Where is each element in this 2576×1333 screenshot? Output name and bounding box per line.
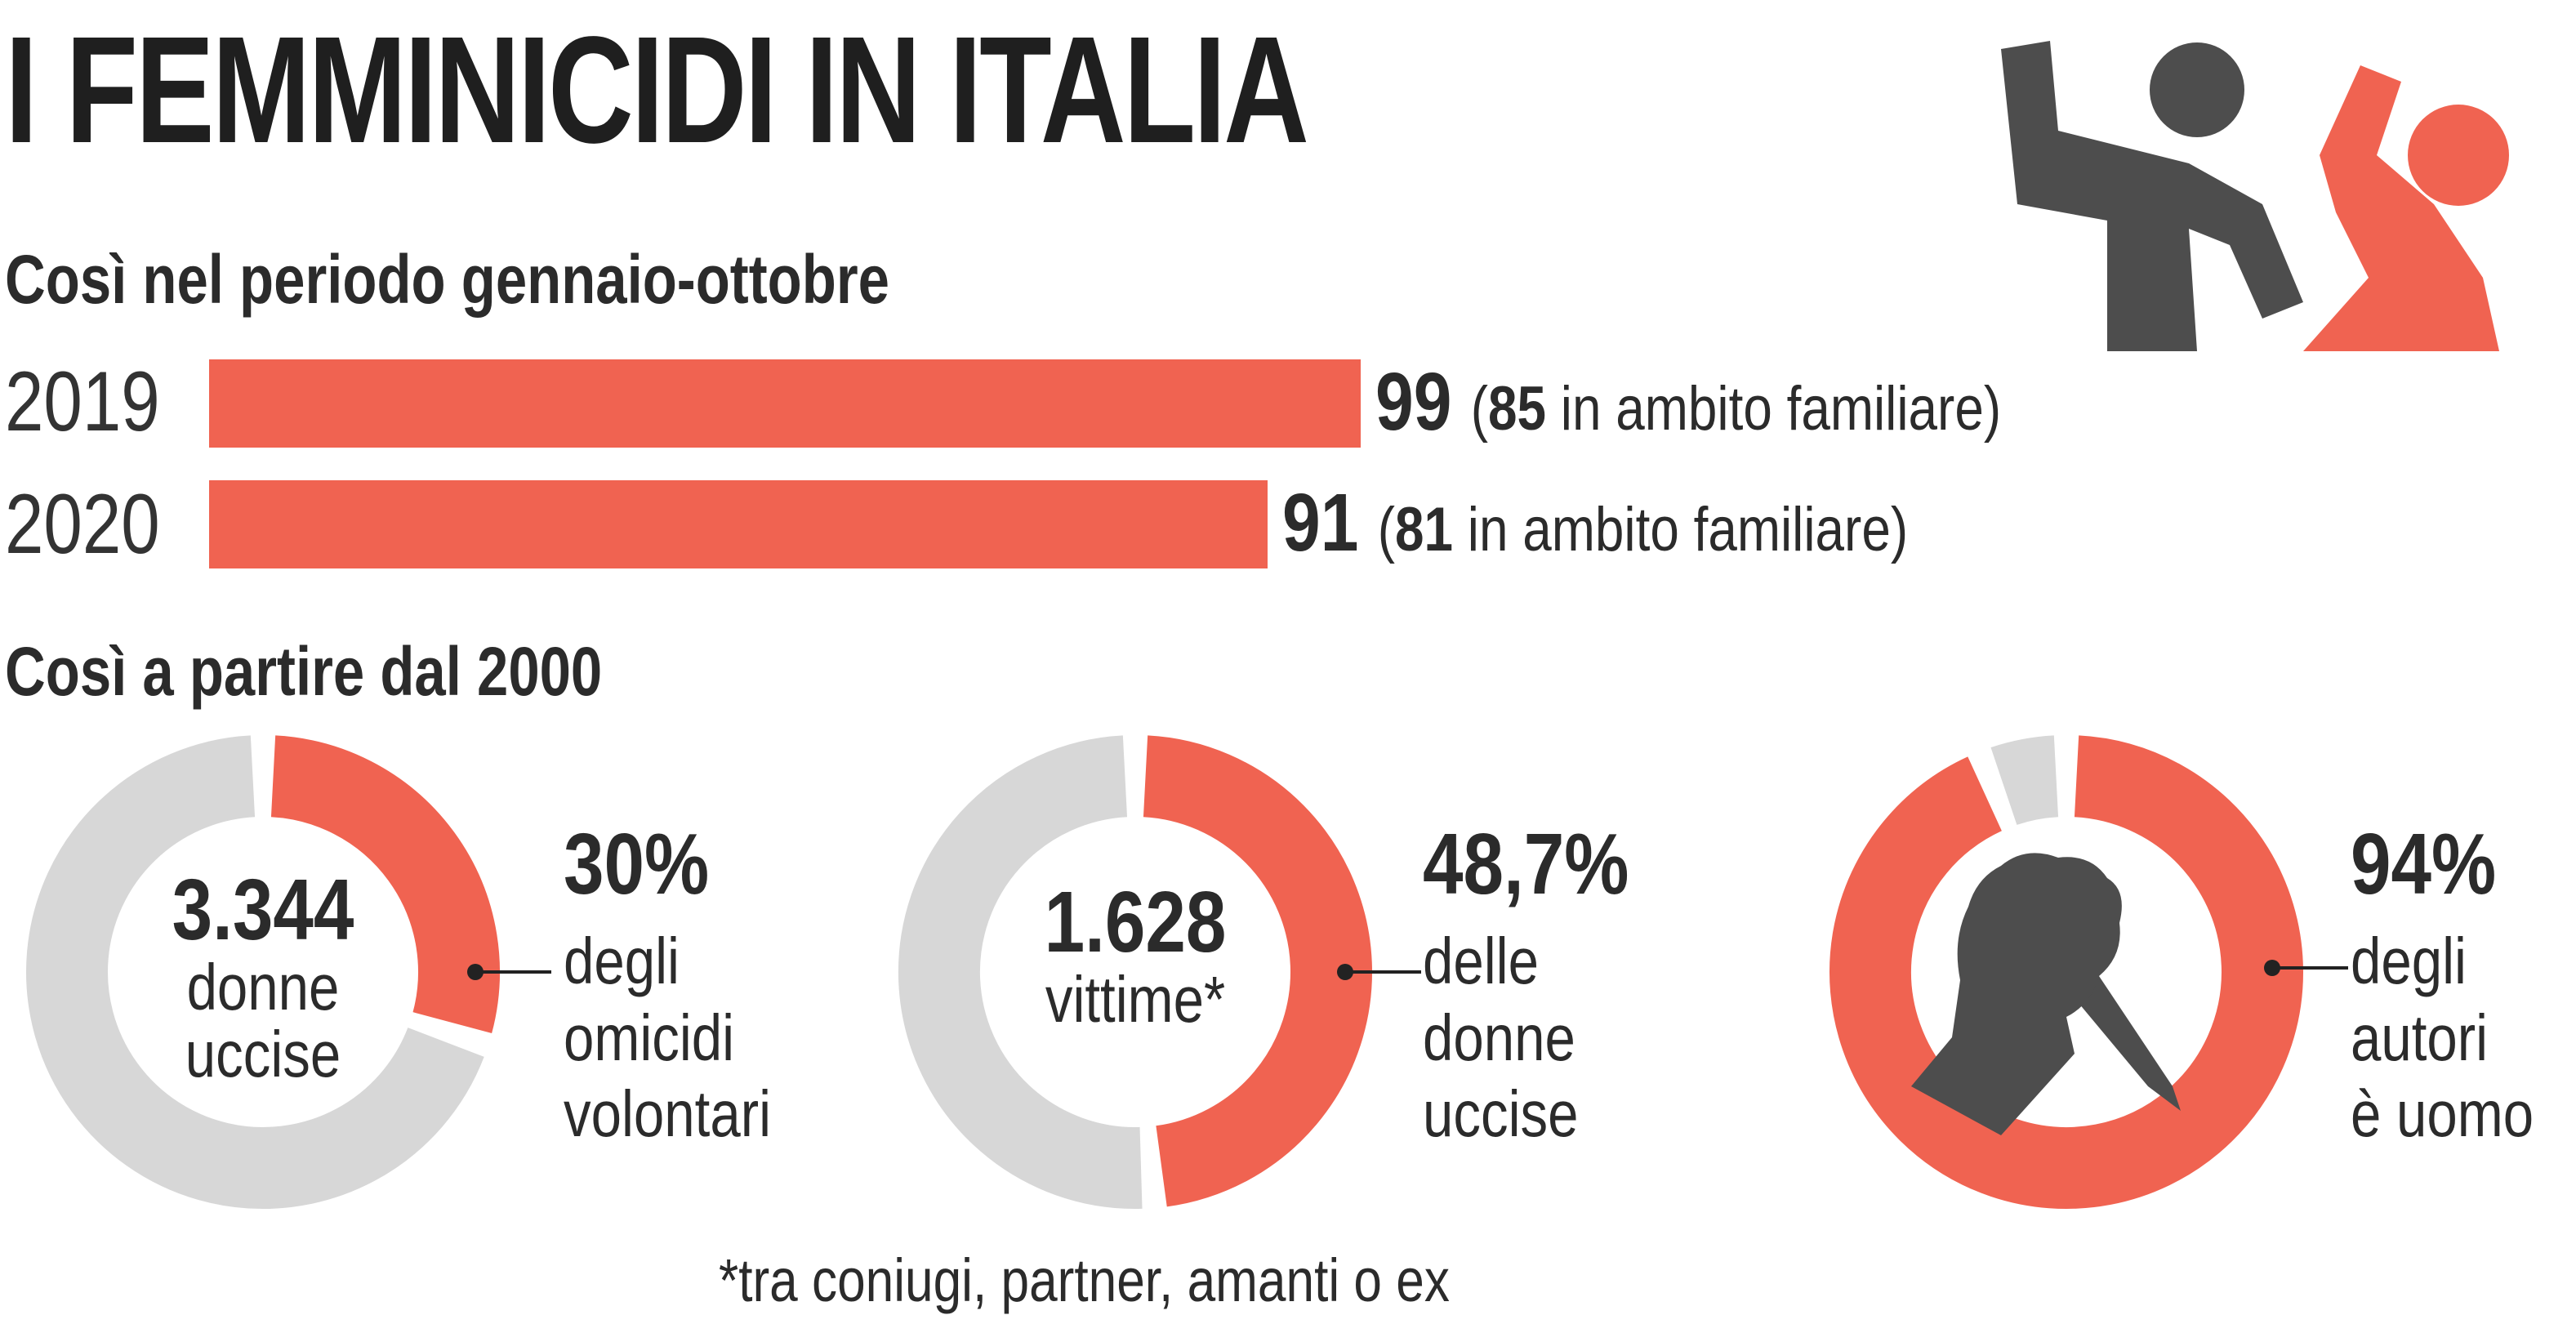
bar-detail-number: 85 — [1488, 374, 1547, 444]
section-subtitle: Così a partire dal 2000 — [5, 633, 603, 710]
donut-center: 1.628 vittime* — [1032, 878, 1238, 1033]
donut-slice-rest — [898, 735, 1143, 1209]
bar-value: 91 — [1282, 477, 1359, 568]
donut-chart-2 — [898, 735, 1372, 1209]
footnote: *tra coniugi, partner, amanti o ex — [719, 1246, 1450, 1314]
donut-description: delle donne uccise — [1423, 925, 1579, 1151]
donut-center-value: 1.628 — [1044, 874, 1227, 970]
leader-line — [2264, 960, 2348, 976]
bar-detail-number: 81 — [1395, 495, 1454, 564]
bar-detail-text: in ambito familiare) — [1546, 374, 2002, 444]
donut-slice-value — [1829, 735, 2303, 1209]
aggression-icon — [2001, 41, 2509, 351]
donut-slice-rest — [1990, 735, 2060, 826]
knife-hand-icon — [1911, 853, 2181, 1135]
donut-center-label: donne — [186, 951, 340, 1024]
donut-center-value: 3.344 — [172, 862, 354, 958]
leader-line — [1337, 964, 1421, 980]
donut-chart-3 — [1829, 735, 2303, 1209]
donut-slice-rest — [26, 735, 484, 1209]
donut-slice-value — [1143, 735, 1372, 1207]
leader-line — [467, 964, 551, 980]
section-subtitle: Così nel periodo gennaio-ottobre — [5, 241, 889, 318]
donut-percent: 94% — [2351, 816, 2497, 912]
bar-2020 — [209, 480, 1268, 568]
donut-center-label: uccise — [185, 1017, 341, 1090]
page-title: I FEMMINICIDI IN ITALIA — [5, 6, 1309, 175]
donut-center: 3.344 donne uccise — [160, 866, 366, 1087]
bar-2019 — [209, 359, 1361, 448]
bar-value: 99 — [1375, 356, 1452, 448]
donut-center-label: vittime* — [1045, 963, 1226, 1037]
bar-value-label: 91 (81 in ambito familiare) — [1282, 477, 1909, 568]
bar-year-label: 2020 — [5, 477, 160, 572]
bar-value-label: 99 (85 in ambito familiare) — [1375, 356, 2002, 448]
donut-description: degli omicidi volontari — [564, 925, 772, 1151]
donut-percent: 30% — [564, 816, 710, 912]
donut-percent: 48,7% — [1423, 816, 1629, 912]
donut-chart-1 — [26, 735, 500, 1209]
donut-slice-value — [270, 735, 500, 1034]
bar-detail-text: in ambito familiare) — [1453, 495, 1909, 564]
bar-year-label: 2019 — [5, 354, 160, 449]
donut-description: degli autori è uomo — [2351, 925, 2534, 1151]
